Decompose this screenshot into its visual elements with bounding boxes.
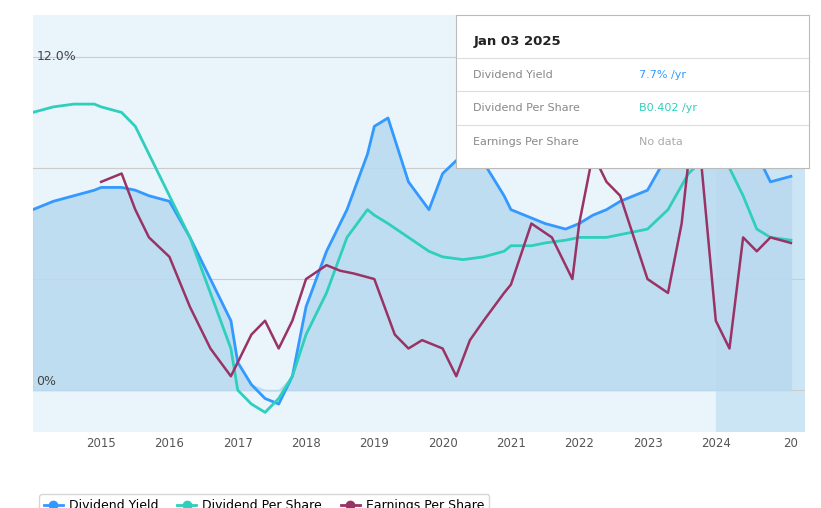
Text: Jan 03 2025: Jan 03 2025 (474, 35, 561, 48)
Text: 0%: 0% (36, 375, 57, 388)
Text: 7.7% /yr: 7.7% /yr (640, 70, 686, 80)
Legend: Dividend Yield, Dividend Per Share, Earnings Per Share: Dividend Yield, Dividend Per Share, Earn… (39, 494, 489, 508)
Text: B0.402 /yr: B0.402 /yr (640, 103, 697, 113)
Bar (716, 15, 805, 432)
Text: Past: Past (722, 33, 746, 46)
Text: Dividend Yield: Dividend Yield (474, 70, 553, 80)
Text: No data: No data (640, 137, 683, 147)
Text: Dividend Per Share: Dividend Per Share (474, 103, 580, 113)
Text: 12.0%: 12.0% (36, 50, 76, 64)
Text: Earnings Per Share: Earnings Per Share (474, 137, 579, 147)
